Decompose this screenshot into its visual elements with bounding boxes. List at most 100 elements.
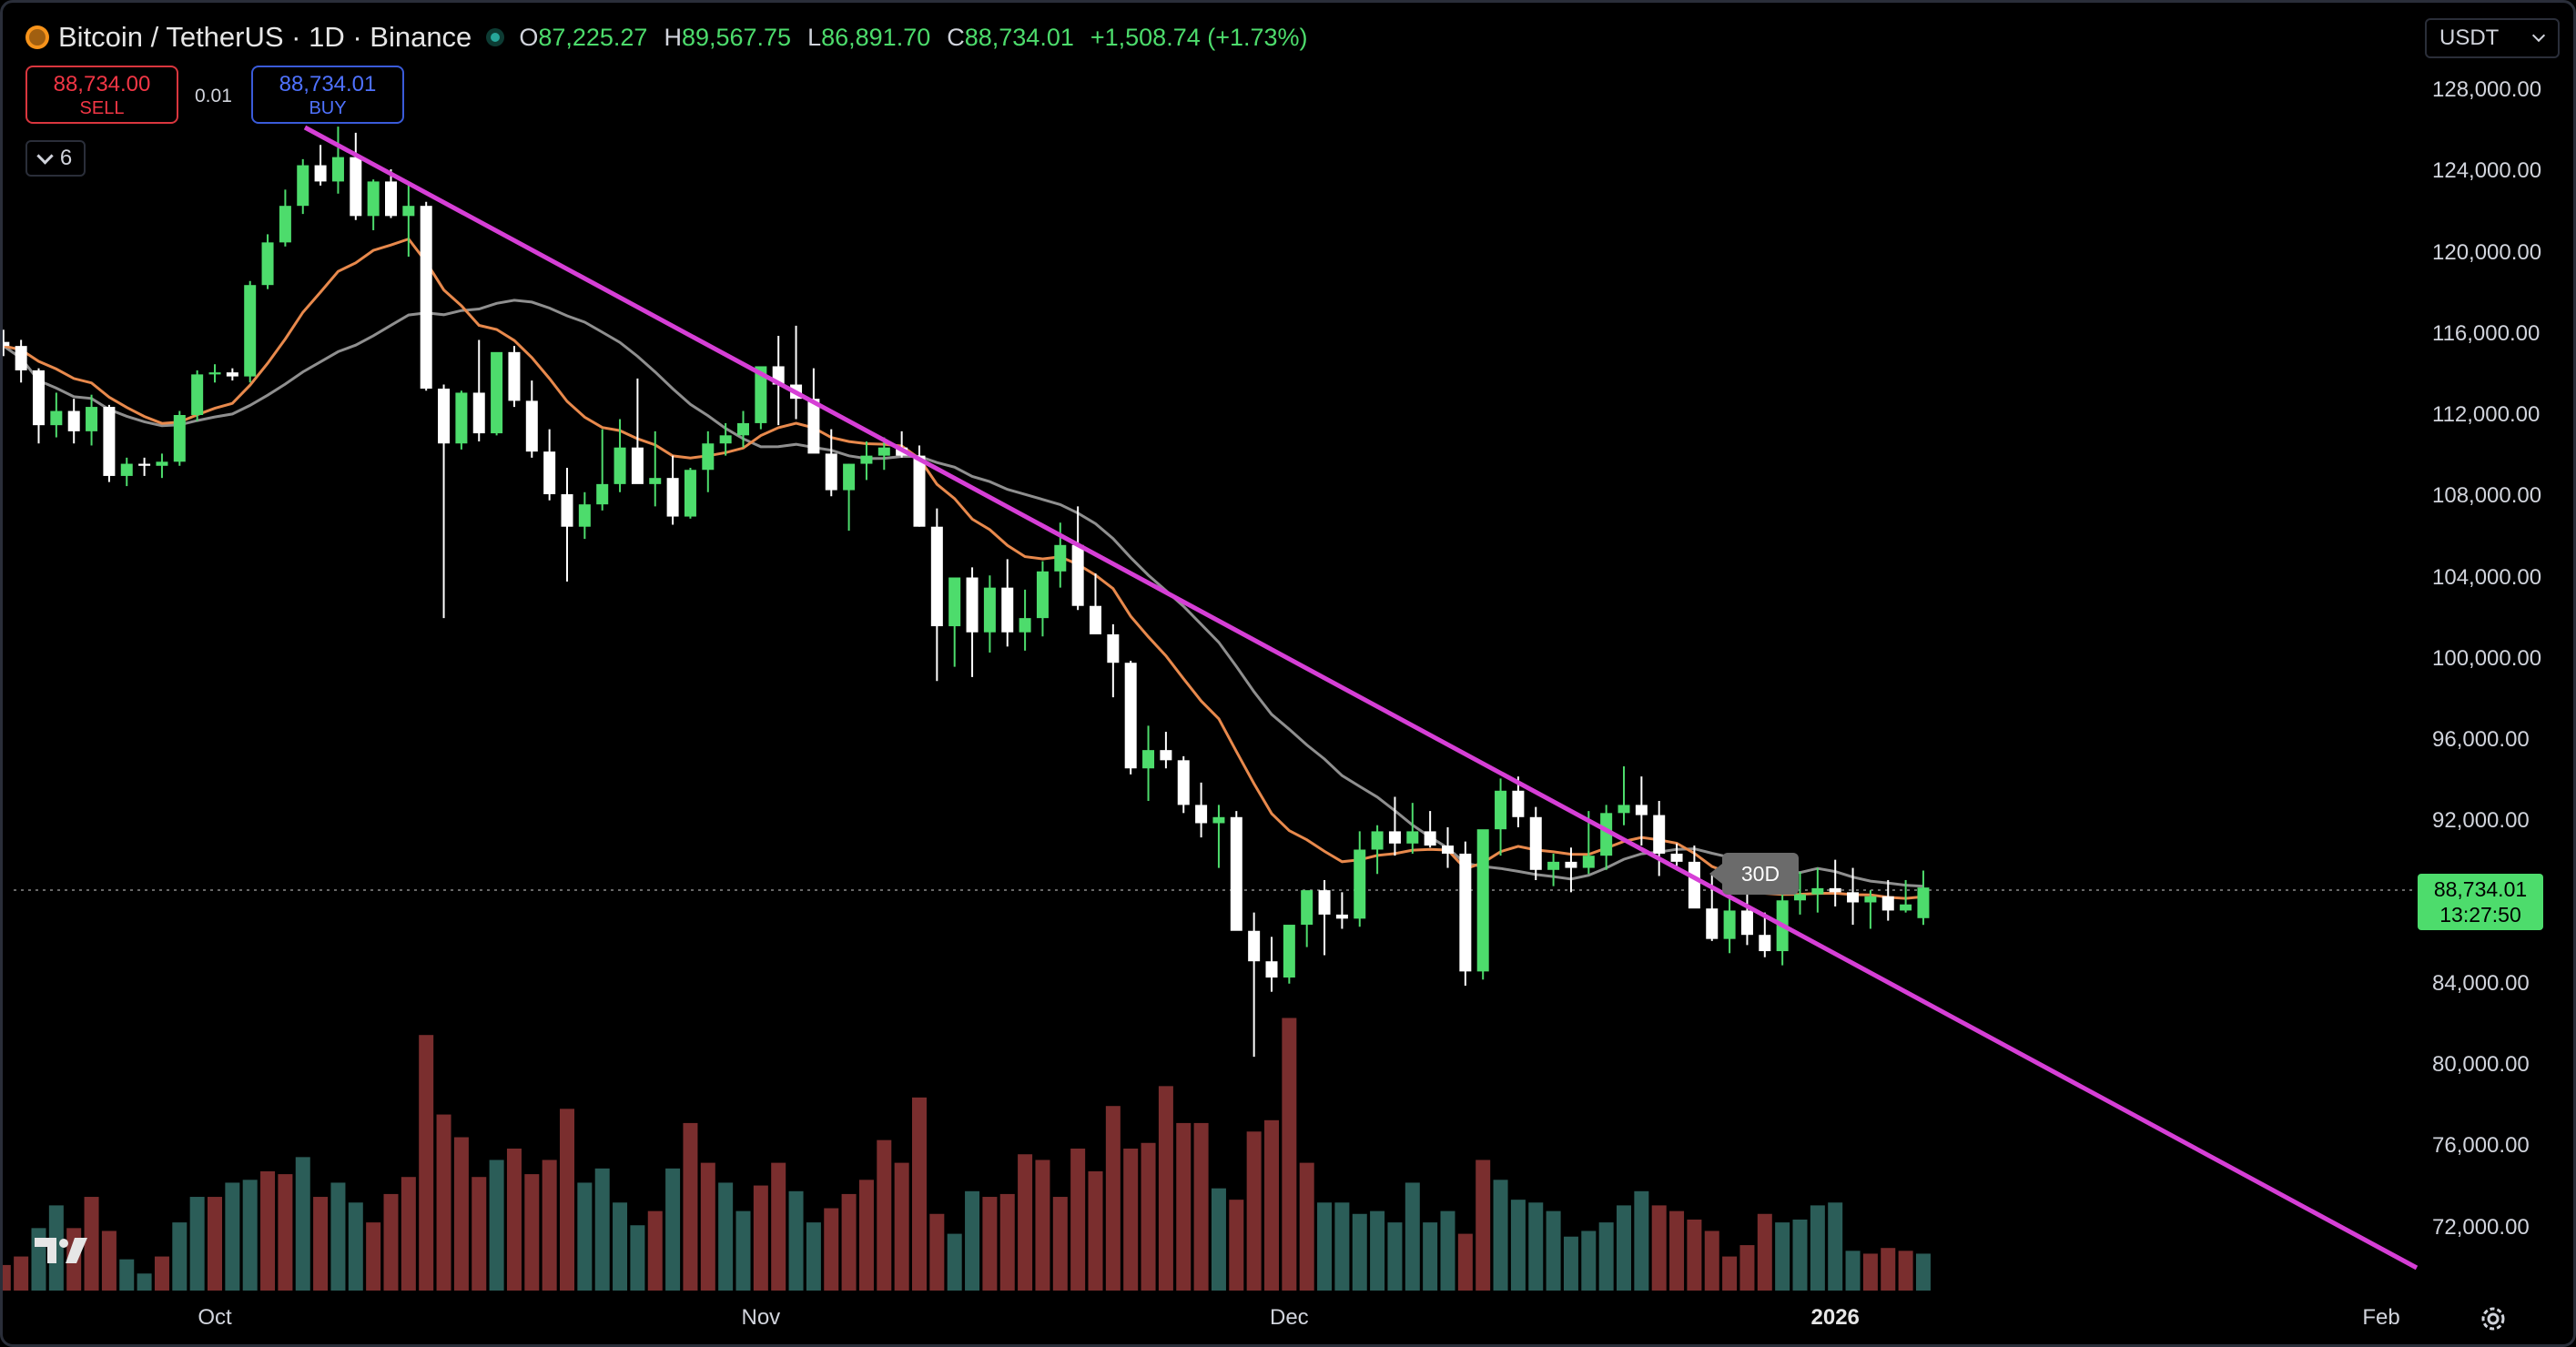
candle-body <box>208 372 221 375</box>
candle-body <box>561 494 573 527</box>
candle <box>1265 937 1278 992</box>
candle-body <box>1495 790 1507 830</box>
candle <box>1547 853 1560 886</box>
price-tick-label: 116,000.00 <box>2432 320 2541 346</box>
candle-body <box>1829 887 1841 893</box>
candle-body <box>1124 663 1137 769</box>
candle-body <box>1811 887 1824 895</box>
time-tick-label: Dec <box>1270 1305 1309 1330</box>
candle-body <box>1036 571 1049 619</box>
candle-body <box>1001 587 1014 633</box>
candle-body <box>350 157 362 217</box>
candle-body <box>314 165 327 182</box>
volume-bar <box>1440 1210 1455 1291</box>
volume-bar <box>1845 1251 1861 1291</box>
bar-countdown: 13:27:50 <box>2439 903 2521 927</box>
buy-button[interactable]: 88,734.01 BUY <box>251 66 404 124</box>
candle <box>508 346 521 408</box>
volume-bar <box>1546 1210 1561 1291</box>
time-tick-label: Feb <box>2362 1305 2400 1330</box>
volume-bar <box>1617 1205 1631 1291</box>
candle-body <box>226 372 238 377</box>
currency-select[interactable]: USDT <box>2425 18 2560 58</box>
candle <box>103 404 116 482</box>
volume-bar <box>1264 1119 1279 1291</box>
candle-body <box>1900 904 1912 911</box>
candle-body <box>702 443 715 471</box>
gear-icon[interactable] <box>2478 1303 2509 1334</box>
volume-bar <box>1229 1200 1244 1291</box>
time-tick-label: Nov <box>741 1305 781 1330</box>
volume-bar <box>1581 1231 1597 1291</box>
candle <box>1142 725 1155 801</box>
volume-bar <box>524 1174 540 1291</box>
volume-bar <box>330 1182 346 1291</box>
last-price-tag: 88,734.01 13:27:50 <box>2418 874 2543 930</box>
candle-body <box>966 577 979 633</box>
market-status-icon[interactable] <box>486 28 505 46</box>
candle-body <box>825 453 837 491</box>
candle <box>983 575 996 653</box>
candle <box>1036 561 1049 637</box>
candle-body <box>983 587 996 633</box>
candle-body <box>173 415 186 462</box>
candle <box>737 410 749 448</box>
candle <box>1635 776 1648 846</box>
buy-label: BUY <box>309 98 347 118</box>
indicators-toggle-button[interactable]: 6 <box>25 140 86 177</box>
candle-body <box>1354 849 1366 919</box>
volume-bar <box>1704 1231 1719 1291</box>
volume-bar <box>453 1137 469 1291</box>
volume-bar <box>1282 1018 1297 1291</box>
candle <box>930 508 943 682</box>
candle-body <box>1723 910 1736 939</box>
symbol-header: Bitcoin / TetherUS · 1D · Binance O87,22… <box>25 16 1308 58</box>
order-quantity[interactable]: 0.01 <box>195 86 232 106</box>
candle <box>1301 890 1313 947</box>
candle-body <box>1547 861 1560 870</box>
volume-bar <box>295 1157 310 1291</box>
sell-button[interactable]: 88,734.00 SELL <box>25 66 178 124</box>
candle <box>1354 831 1366 927</box>
volume-bar <box>594 1168 610 1291</box>
candle-body <box>666 478 679 517</box>
volume-bar <box>982 1197 998 1291</box>
sell-price: 88,734.00 <box>53 72 151 96</box>
candle-body <box>1107 633 1120 663</box>
volume-bar <box>0 1264 11 1291</box>
volume-bar <box>665 1168 681 1291</box>
candle-body <box>631 447 644 484</box>
candle-body <box>1653 815 1666 854</box>
volume-bar <box>965 1190 980 1291</box>
candle-body <box>420 206 432 389</box>
candle-body <box>1864 896 1877 903</box>
volume-bar <box>735 1210 751 1291</box>
candle <box>331 127 344 194</box>
volume-bar <box>929 1213 945 1291</box>
volume-bar <box>1176 1122 1192 1291</box>
candle <box>33 368 45 444</box>
descending-trendline <box>303 125 2419 1271</box>
volume-bar <box>419 1035 434 1291</box>
candle <box>261 234 274 289</box>
candle <box>1090 573 1101 634</box>
candle-body <box>737 422 749 436</box>
candle <box>1001 559 1014 647</box>
candle-body <box>1388 831 1401 844</box>
candle <box>67 399 80 444</box>
candle-body <box>1335 914 1348 919</box>
candle <box>1476 829 1489 980</box>
volume-bar <box>630 1225 645 1291</box>
tradingview-logo-icon[interactable] <box>33 1234 89 1267</box>
trendline-label[interactable]: 30D <box>1709 853 1799 895</box>
candle <box>350 132 362 220</box>
symbol-title[interactable]: Bitcoin / TetherUS · 1D · Binance <box>58 21 472 53</box>
candle-body <box>755 366 767 423</box>
candle-body <box>578 504 591 527</box>
volume-bar <box>1387 1222 1403 1291</box>
candle-body <box>1688 861 1700 909</box>
volume-bar <box>1141 1142 1156 1291</box>
candle <box>1160 732 1172 769</box>
